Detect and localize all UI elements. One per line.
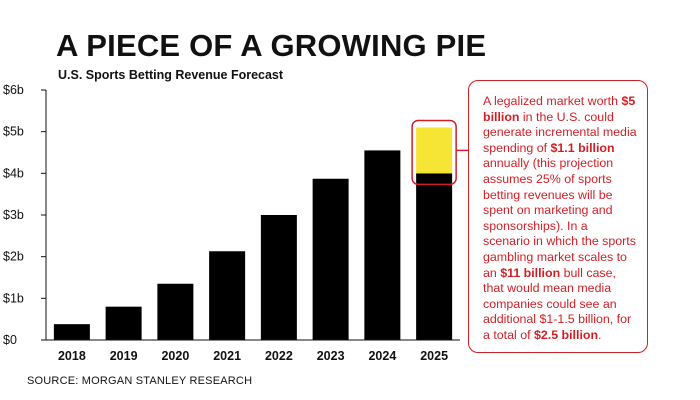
x-tick-label: 2024 (368, 349, 396, 363)
y-axis-ticks: $0 $1b $2b $3b $4b $5b $6b (3, 83, 46, 347)
y-tick-label: $3b (3, 208, 24, 222)
bars (53, 127, 453, 340)
bar (209, 251, 246, 340)
callout-text: annually (this projection assumes 25% of… (483, 156, 636, 280)
bar (105, 306, 142, 340)
x-tick-label: 2023 (317, 349, 345, 363)
callout-box: A legalized market worth $5 billion in t… (468, 80, 648, 353)
callout-highlight-text: $1.1 billion (550, 140, 615, 155)
y-tick-label: $1b (3, 291, 24, 305)
callout-text: bull case, that would mean media compani… (483, 265, 632, 342)
chart-subtitle: U.S. Sports Betting Revenue Forecast (58, 68, 284, 82)
x-tick-label: 2018 (58, 349, 86, 363)
callout-highlight-text: $2.5 billion (533, 327, 599, 342)
x-tick-label: 2021 (213, 349, 241, 363)
bar (364, 150, 401, 340)
highlight-ring (411, 119, 457, 186)
source-note: SOURCE: MORGAN STANLEY RESEARCH (27, 375, 253, 387)
callout-text: A legalized market worth (483, 94, 622, 108)
callout-text: in the U.S. could generate incremental m… (483, 109, 637, 155)
callout-text: . (598, 327, 602, 342)
y-tick-label: $0 (3, 333, 17, 347)
bar (157, 283, 194, 340)
bar (53, 324, 90, 340)
chart-title: A PIECE OF A GROWING PIE (56, 28, 487, 63)
bar (312, 178, 349, 340)
bar (416, 173, 453, 340)
x-tick-label: 2025 (420, 349, 448, 363)
bar-highlight-segment (416, 127, 453, 174)
x-tick-label: 2019 (110, 349, 138, 363)
x-axis-ticks: 2018 2019 2020 2021 2022 2023 2024 2025 (58, 349, 448, 363)
callout-highlight-text: $5 billion (483, 94, 636, 124)
y-tick-label: $2b (3, 250, 24, 264)
y-tick-label: $5b (3, 125, 24, 139)
callout-highlight-text: $11 billion (500, 265, 561, 280)
bar (260, 215, 297, 340)
x-tick-label: 2022 (265, 349, 293, 363)
y-tick-label: $6b (3, 83, 24, 97)
x-tick-label: 2020 (161, 349, 189, 363)
y-tick-label: $4b (3, 166, 24, 180)
